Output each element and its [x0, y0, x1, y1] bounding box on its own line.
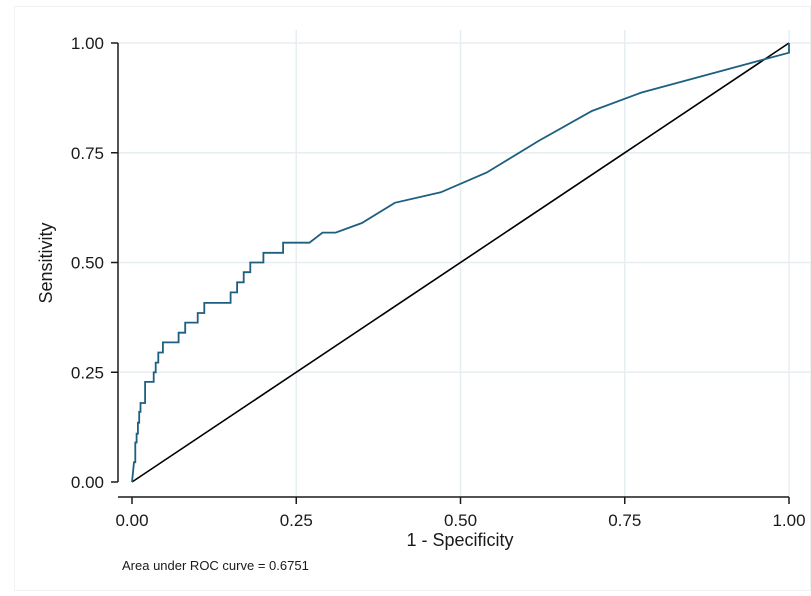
x-ticks: 0.00 0.25 0.50 0.75 1.00	[115, 497, 806, 530]
y-ticks: 0.00 0.25 0.50 0.75 1.00	[71, 34, 118, 492]
roc-curve	[131, 43, 790, 483]
x-tick-label: 0.00	[115, 511, 148, 530]
chart-frame	[14, 6, 811, 591]
gridlines	[118, 30, 811, 497]
y-tick-label: 0.25	[71, 363, 104, 382]
reference-line	[131, 42, 790, 483]
auc-annotation: Area under ROC curve = 0.6751	[122, 558, 309, 573]
x-tick-label: 0.75	[608, 511, 641, 530]
x-tick-label: 0.25	[280, 511, 313, 530]
y-axis-title: Sensitivity	[36, 222, 56, 303]
x-tick-label: 0.50	[444, 511, 477, 530]
y-tick-label: 0.00	[71, 473, 104, 492]
x-axis-title: 1 - Specificity	[406, 530, 513, 550]
x-tick-label: 1.00	[772, 511, 805, 530]
y-tick-label: 0.50	[71, 254, 104, 273]
y-tick-label: 1.00	[71, 34, 104, 53]
y-tick-label: 0.75	[71, 144, 104, 163]
